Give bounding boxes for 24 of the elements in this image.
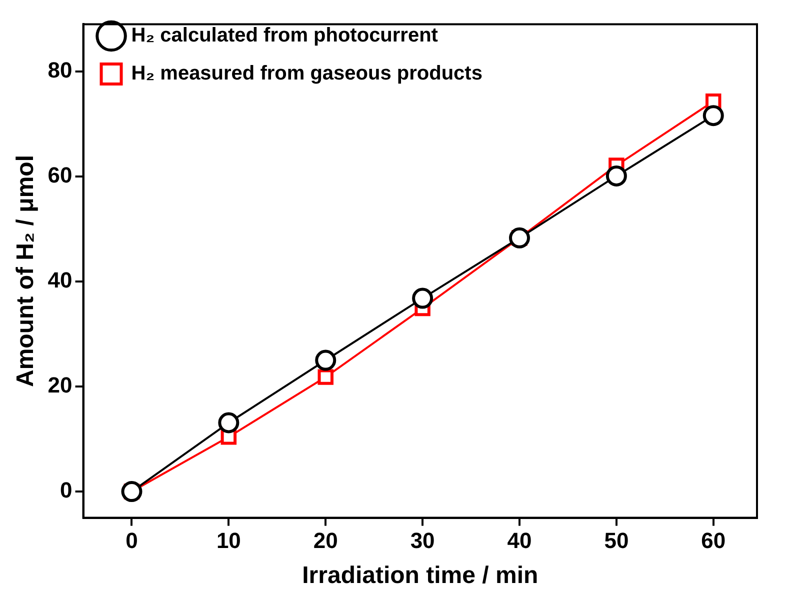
y-tick-label: 0 — [60, 478, 72, 503]
x-tick-label: 40 — [507, 528, 532, 554]
y-tick-label: 60 — [48, 162, 72, 188]
x-tick-label: 10 — [216, 528, 241, 554]
y-tick-label: 40 — [48, 268, 72, 293]
point — [318, 369, 334, 385]
point — [702, 105, 724, 126]
x-tick-label: 50 — [604, 528, 629, 554]
x-tick-label: 0 — [126, 528, 138, 554]
y-axis-title: Amount of H₂ / μmol — [12, 155, 40, 387]
x-tick-label: 30 — [410, 528, 435, 554]
point — [121, 481, 142, 502]
point — [218, 412, 240, 434]
y-tick-label: 80 — [48, 58, 72, 83]
point — [509, 227, 530, 248]
legend-label: H₂ calculated from photocurrent — [131, 24, 438, 47]
x-tick-label: 60 — [701, 528, 726, 554]
point — [412, 288, 434, 309]
x-axis-title: Irradiation time / min — [302, 562, 538, 590]
x-tick-label: 20 — [313, 528, 338, 554]
legend-label: H₂ measured from gaseous products — [131, 62, 482, 85]
point — [315, 350, 336, 371]
y-tick-label: 20 — [48, 372, 72, 398]
point — [606, 165, 627, 186]
